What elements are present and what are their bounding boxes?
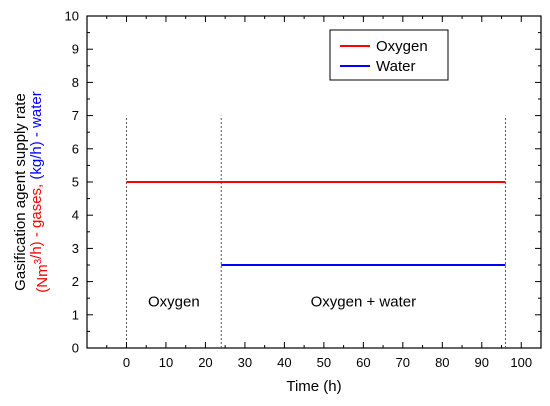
x-tick-label: 60	[356, 355, 370, 370]
y-tick-label: 10	[65, 9, 79, 24]
y-tick-label: 3	[72, 241, 79, 256]
y-axis-title-line1: Gasification agent supply rate	[12, 93, 29, 291]
y-tick-label: 2	[72, 274, 79, 289]
x-tick-label: 90	[475, 355, 489, 370]
x-tick-label: 100	[510, 355, 532, 370]
y-tick-label: 7	[72, 108, 79, 123]
x-tick-label: 80	[435, 355, 449, 370]
x-tick-label: 70	[396, 355, 410, 370]
y-tick-label: 0	[72, 341, 79, 356]
y-tick-label: 8	[72, 75, 79, 90]
legend-label-oxygen: Oxygen	[376, 38, 428, 55]
x-tick-label: 0	[123, 355, 130, 370]
y-tick-label: 1	[72, 307, 79, 322]
x-tick-label: 30	[238, 355, 252, 370]
series-lines	[126, 181, 506, 266]
x-tick-label: 10	[159, 355, 173, 370]
y-tick-label: 5	[72, 175, 79, 190]
y-axis-title-line2: (Nm3/h) - gases, (kg/h) - water	[28, 91, 51, 292]
legend-label-water: Water	[376, 58, 415, 75]
y-axis-title-segment: (kg/h) - water	[28, 91, 45, 179]
phase-dividers	[125, 115, 506, 348]
ticks: 0 10 20 30 40 50 60 70 80 90 100 0 1 2 3 4 5 6 7 8 9 10	[65, 9, 542, 370]
region-label: Oxygen	[148, 294, 200, 311]
region-label: Oxygen + water	[311, 294, 416, 311]
y-tick-label: 6	[72, 141, 79, 156]
x-tick-label: 20	[198, 355, 212, 370]
x-axis-title: Time (h)	[286, 378, 341, 395]
y-axis-title-segment: /h) - gases,	[28, 180, 45, 259]
y-tick-label: 9	[72, 42, 79, 57]
y-axis-title-segment: (Nm	[34, 264, 51, 292]
x-tick-label: 50	[317, 355, 331, 370]
y-tick-label: 4	[72, 208, 79, 223]
legend: Oxygen Water	[329, 29, 449, 81]
legend-box	[329, 29, 449, 81]
y-axis-title-segment: 3	[33, 258, 44, 264]
annotations: Oxygen Oxygen + water	[148, 294, 416, 311]
x-tick-label: 40	[277, 355, 291, 370]
